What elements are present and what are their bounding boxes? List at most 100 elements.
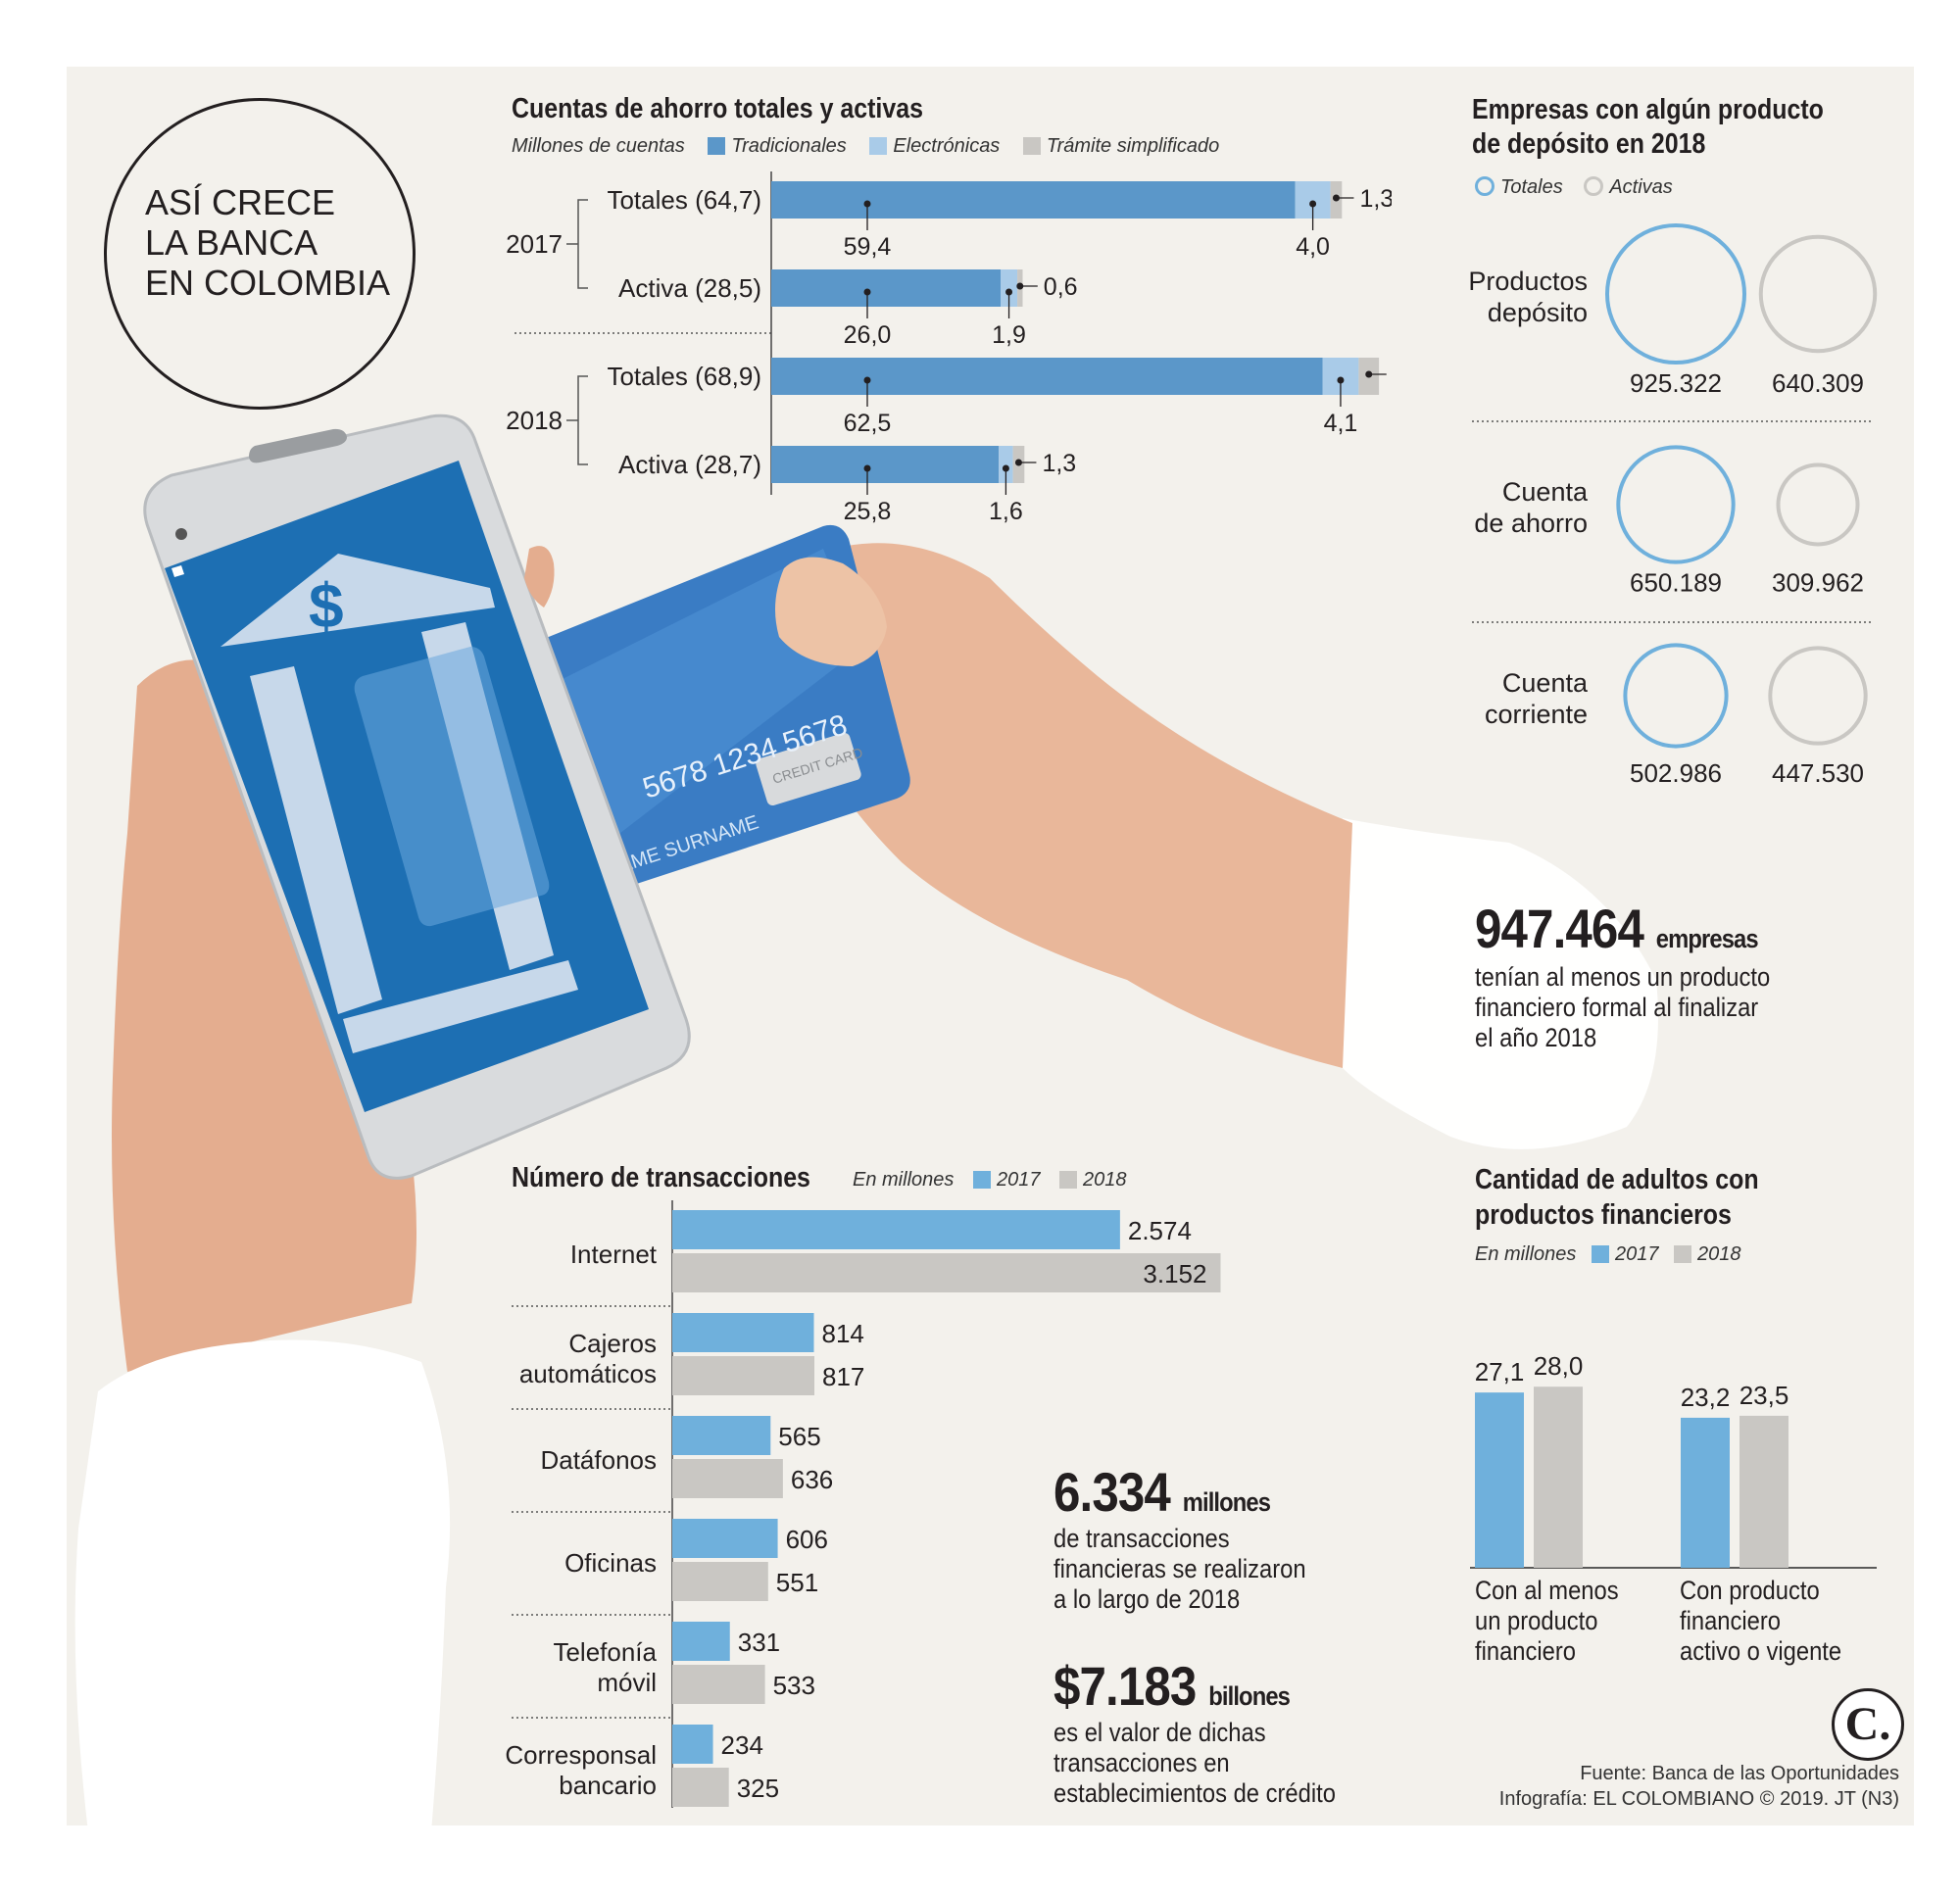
highlight-trans-number: 6.334: [1054, 1461, 1171, 1523]
value-tramite: 1,3: [1359, 185, 1392, 213]
highlight-valor-line-2: transacciones en: [1054, 1748, 1230, 1777]
bar-tradicional: [771, 446, 1000, 483]
highlight-valor-line-1: es el valor de dichas: [1054, 1718, 1266, 1747]
adultos-title-line-1: Cantidad de adultos con: [1475, 1164, 1759, 1195]
cuentas-legend: Millones de cuentas Tradicionales Electr…: [512, 135, 1219, 158]
bar-electronica: [1001, 269, 1018, 307]
bar-tradicional: [771, 181, 1296, 219]
transacciones-row-label: Datáfonos: [540, 1445, 657, 1475]
highlight-empresas-number: 947.464: [1475, 898, 1644, 959]
adultos-title-line-2: productos financieros: [1475, 1199, 1732, 1231]
legend-swatch-electronica: [869, 137, 888, 155]
adultos-g2-line-1: Con producto: [1680, 1576, 1820, 1605]
badge-line-1: ASÍ CRECE: [145, 182, 336, 222]
circle-activas: [1776, 462, 1860, 547]
adultos-legend: En millones 2017 2018: [1475, 1243, 1741, 1266]
transacciones-row-label: móvil: [597, 1668, 657, 1697]
adultos-group-1-label: Con al menos un producto financiero: [1475, 1576, 1619, 1667]
highlight-empresas-line-1: tenían al menos un producto: [1475, 962, 1771, 992]
adultos-legend-2018: 2018: [1697, 1243, 1741, 1265]
empresas-title: Empresas con algún producto de depósito …: [1472, 93, 1824, 162]
credit-card: 5678 1234 5678 NAME SURNAME CREDIT CARD: [524, 524, 910, 899]
value-2018: 533: [773, 1671, 815, 1700]
cuentas-units: Millones de cuentas: [512, 135, 685, 157]
cuentas-row-label: Activa (28,5): [618, 273, 761, 303]
badge-line-3: EN COLOMBIA: [145, 263, 391, 303]
adultos-g1-line-2: un producto: [1475, 1606, 1598, 1635]
value-electronica: 4,1: [1324, 410, 1358, 437]
adultos-g1-line-3: financiero: [1475, 1636, 1577, 1666]
transacciones-legend: En millones 2017 2018: [853, 1169, 1127, 1192]
bar-2017: [672, 1622, 730, 1661]
adultos-chart: 27,1 28,0 23,2 23,5: [1470, 1351, 1877, 1569]
bar-2017: [1681, 1417, 1730, 1568]
bar-tradicional: [771, 269, 1001, 307]
footer: Fuente: Banca de las Oportunidades Infog…: [1499, 1761, 1899, 1812]
circle-activas: [1768, 646, 1868, 746]
adultos-swatch-2017: [1591, 1245, 1609, 1263]
empresas-legend: Totales Activas: [1475, 176, 1673, 199]
bar-2017: [672, 1313, 814, 1352]
cuentas-chart: 2017 2018 Totales (64,7) 59,4 4,0 1,3 Activa (…: [506, 171, 1392, 525]
highlight-trans-line-1: de transacciones: [1054, 1524, 1230, 1553]
legend-swatch-tramite: [1022, 137, 1041, 155]
empresas-row-label: depósito: [1488, 298, 1588, 327]
value-2018: 23,5: [1740, 1381, 1789, 1410]
empresas-row-label: corriente: [1485, 700, 1588, 729]
value-2018: 3.152: [1143, 1259, 1206, 1289]
bar-electronica: [999, 446, 1013, 483]
bar-2018: [672, 1253, 1221, 1292]
value-2017: 565: [778, 1422, 820, 1451]
bar-2017: [672, 1210, 1120, 1249]
value-totales: 650.189: [1630, 568, 1722, 598]
adultos-g2-line-2: financiero: [1680, 1606, 1782, 1635]
bar-2018: [672, 1356, 815, 1395]
adultos-legend-2017: 2017: [1614, 1243, 1659, 1265]
empresas-row-label: de ahorro: [1474, 509, 1588, 538]
value-2018: 551: [776, 1568, 818, 1597]
highlight-empresas: 947.464 empresas tenían al menos un prod…: [1475, 897, 1810, 1053]
adultos-g2-line-3: activo o vigente: [1680, 1636, 1842, 1666]
year-bracket: [566, 375, 588, 465]
adultos-group-2-label: Con producto financiero activo o vigente: [1680, 1576, 1841, 1667]
legend-totales: Totales: [1500, 176, 1563, 198]
adultos-swatch-2018: [1674, 1245, 1692, 1263]
year-label-2017: 2017: [506, 229, 563, 259]
legend-circle-activas: [1584, 176, 1604, 196]
value-2017: 814: [821, 1319, 863, 1348]
legend-swatch-tradicional: [708, 137, 726, 155]
empresas-title-line-2: de depósito en 2018: [1472, 128, 1706, 160]
cuentas-row-label: Totales (64,7): [607, 185, 761, 215]
value-tramite: 0,6: [1044, 273, 1078, 301]
value-2017: 2.574: [1128, 1216, 1192, 1245]
cuentas-row-label: Totales (68,9): [607, 362, 761, 391]
cuentas-row-label: Activa (28,7): [618, 450, 761, 479]
value-activas: 640.309: [1772, 368, 1864, 398]
legend-tradicionales: Tradicionales: [731, 135, 847, 157]
value-tradicional: 26,0: [844, 321, 892, 349]
value-2017: 606: [786, 1525, 828, 1554]
highlight-valor-number: $7.183: [1054, 1655, 1197, 1717]
transacciones-row-label: Telefonía: [553, 1637, 657, 1667]
footer-source: Fuente: Banca de las Oportunidades: [1580, 1763, 1899, 1784]
value-2017: 331: [738, 1628, 780, 1657]
legend-tramite: Trámite simplificado: [1046, 135, 1220, 157]
highlight-valor: $7.183 billones es el valor de dichas tr…: [1054, 1654, 1374, 1809]
value-2017: 27,1: [1475, 1357, 1525, 1386]
bar-2018: [1740, 1415, 1788, 1568]
transacciones-row-label: automáticos: [519, 1359, 657, 1388]
logo-letter: C.: [1844, 1698, 1891, 1750]
value-tradicional: 59,4: [844, 233, 892, 261]
bar-2018: [672, 1459, 783, 1498]
value-activas: 447.530: [1772, 758, 1864, 788]
transacciones-row-label: Cajeros: [568, 1329, 657, 1358]
value-tradicional: 25,8: [844, 498, 892, 525]
year-bracket: [566, 199, 588, 289]
circle-totales: [1605, 223, 1746, 365]
empresas-row-label: Cuenta: [1502, 668, 1589, 698]
year-label-2018: 2018: [506, 406, 563, 435]
value-electronica: 1,9: [992, 321, 1026, 349]
leader-dot: [1014, 459, 1022, 466]
